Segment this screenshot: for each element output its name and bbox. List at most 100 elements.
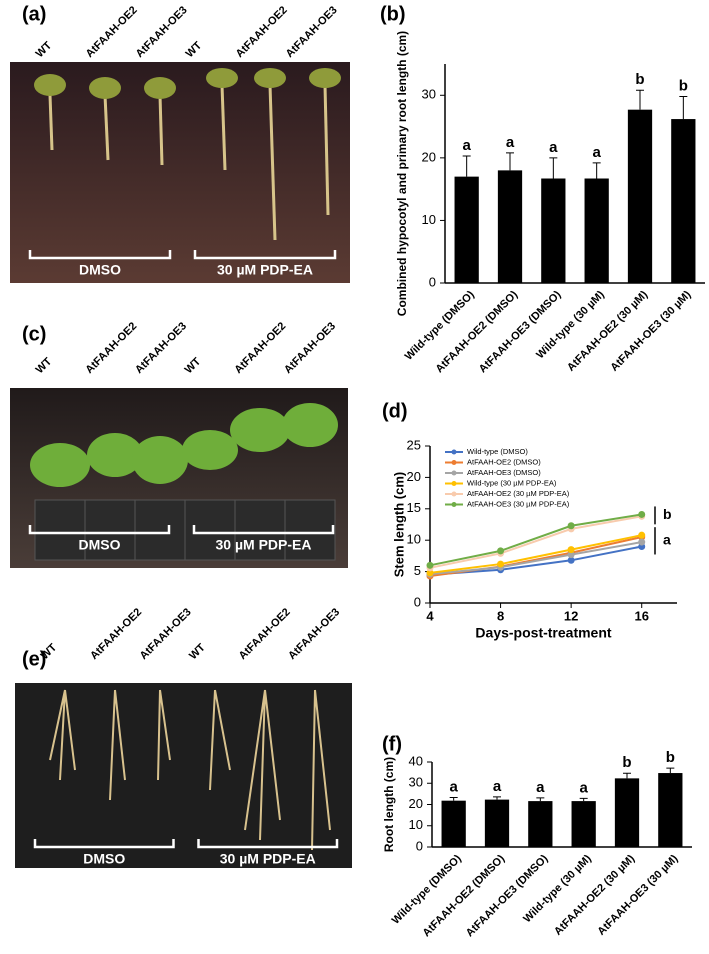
bar xyxy=(671,119,696,283)
lane-label: AtFAAH-OE2 xyxy=(88,606,144,662)
x-tick-label: Wild-type (DMSO) xyxy=(390,852,464,926)
legend-marker xyxy=(451,470,457,476)
series-line xyxy=(429,541,642,576)
legend-marker xyxy=(451,502,457,507)
lane-label: AtFAAH-OE3 xyxy=(284,4,340,60)
point xyxy=(567,522,575,530)
bar xyxy=(627,109,653,283)
y-tick-label: 10 xyxy=(409,817,423,832)
pots-c xyxy=(34,499,336,561)
point xyxy=(497,560,505,568)
lane-label: AtFAAH-OE2 xyxy=(237,606,293,662)
group-label: 30 µM PDP-EA xyxy=(216,537,312,553)
legend-label: Wild-type (30 µM PDP-EA) xyxy=(467,478,557,487)
group-label: 30 µM PDP-EA xyxy=(220,851,316,867)
panel-label: (d) xyxy=(382,400,408,422)
series-line xyxy=(429,534,642,574)
group-label: DMSO xyxy=(79,262,121,278)
y-axis-title: Combined hypocotyl and primary root leng… xyxy=(395,31,409,316)
x-tick-label: AtFAAH-OE2 (DMSO) xyxy=(433,288,520,375)
legend-label: AtFAAH-OE2 (DMSO) xyxy=(467,457,541,466)
error-bar xyxy=(679,96,688,120)
point xyxy=(426,569,434,577)
significance-letter: a xyxy=(663,532,671,548)
photo-e xyxy=(15,683,352,868)
lane-label: AtFAAH-OE3 xyxy=(134,4,190,60)
seedlings-a xyxy=(48,84,330,241)
bar xyxy=(614,778,640,847)
panel-label: (a) xyxy=(22,3,46,25)
y-tick-label: 10 xyxy=(422,212,436,227)
legend-marker xyxy=(451,460,457,465)
lane-label: WT xyxy=(34,355,55,376)
lane-label: WT xyxy=(183,355,204,376)
legend-label: AtFAAH-OE2 (30 µM PDP-EA) xyxy=(467,489,570,498)
lane-label: AtFAAH-OE3 xyxy=(138,606,194,662)
lane-label: WT xyxy=(187,641,208,662)
lane-label: WT xyxy=(184,39,205,60)
x-tick-label: 12 xyxy=(564,608,578,623)
error-bar xyxy=(666,767,675,774)
bracket xyxy=(28,525,171,535)
y-tick-label: 30 xyxy=(422,87,436,102)
bracket xyxy=(197,839,339,849)
x-tick-label: AtFAAH-OE3 (30 µM) xyxy=(595,852,680,937)
y-axis-title: Root length (cm) xyxy=(382,757,396,852)
point xyxy=(638,510,646,518)
error-bar xyxy=(636,89,644,110)
y-tick-label: 5 xyxy=(414,563,421,578)
lane-label: AtFAAH-OE2 xyxy=(234,4,290,60)
error-bar xyxy=(449,796,458,801)
bar xyxy=(497,170,523,283)
lane-label: AtFAAH-OE3 xyxy=(133,320,189,376)
x-tick-label: AtFAAH-OE2 (30 µM) xyxy=(565,288,650,373)
y-tick-label: 15 xyxy=(407,500,421,515)
bar xyxy=(658,773,683,847)
bar xyxy=(571,801,596,847)
significance-letter: a xyxy=(462,137,471,154)
significance-letter: b xyxy=(663,506,672,522)
y-tick-label: 40 xyxy=(409,753,423,768)
x-tick-label: AtFAAH-OE2 (DMSO) xyxy=(420,852,507,939)
series-line xyxy=(429,513,642,567)
significance-letter: b xyxy=(622,754,631,771)
lane-label: AtFAAH-OE2 xyxy=(84,4,140,60)
point xyxy=(567,556,575,564)
error-bar xyxy=(506,152,514,171)
legend-label: Wild-type (DMSO) xyxy=(467,447,528,456)
significance-letter: b xyxy=(635,71,644,88)
error-bar xyxy=(592,162,601,179)
x-tick-label: AtFAAH-OE2 (30 µM) xyxy=(552,852,637,937)
lane-label: AtFAAH-OE3 xyxy=(282,320,338,376)
y-tick-label: 20 xyxy=(409,796,423,811)
significance-letter: a xyxy=(536,779,545,796)
bracket xyxy=(192,525,335,535)
point xyxy=(426,561,434,569)
bar xyxy=(584,178,609,283)
point xyxy=(497,547,505,555)
panel-label: (f) xyxy=(382,733,402,755)
y-tick-label: 30 xyxy=(409,775,423,790)
group-label: 30 µM PDP-EA xyxy=(217,262,313,278)
significance-letter: a xyxy=(449,778,458,795)
x-axis-title: Days-post-treatment xyxy=(475,625,611,641)
point xyxy=(567,546,575,554)
roots-e xyxy=(49,689,331,851)
y-tick-label: 0 xyxy=(414,594,421,609)
y-tick-label: 20 xyxy=(407,469,421,484)
point xyxy=(638,531,646,539)
y-tick-label: 20 xyxy=(422,149,436,164)
legend-marker xyxy=(451,491,457,497)
point xyxy=(567,551,575,559)
x-tick-label: 16 xyxy=(634,608,648,623)
plants-c xyxy=(30,403,338,487)
bar xyxy=(454,176,479,283)
error-bar xyxy=(549,157,558,179)
error-bar xyxy=(536,797,545,802)
photo-a xyxy=(10,62,350,283)
lane-label: AtFAAH-OE3 xyxy=(286,606,342,662)
x-tick-label: 8 xyxy=(497,608,504,623)
x-tick-label: 4 xyxy=(426,608,434,623)
lane-label: AtFAAH-OE2 xyxy=(232,320,288,376)
